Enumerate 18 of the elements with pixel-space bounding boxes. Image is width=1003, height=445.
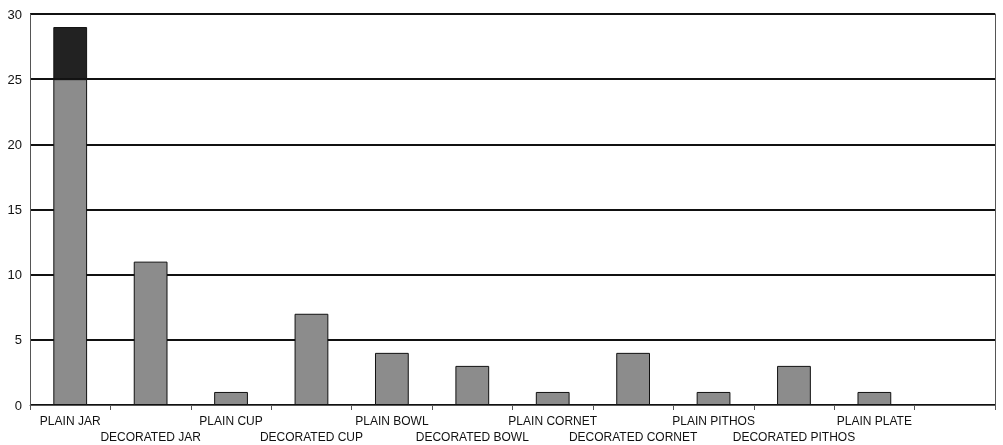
y-tick-label: 10	[7, 267, 22, 283]
y-tick-label: 15	[7, 202, 22, 217]
x-tick-label: DECORATED CORNET	[568, 430, 699, 444]
y-tick-label: 25	[7, 71, 22, 87]
x-tick-label: PLAIN PITHOS	[672, 414, 755, 428]
y-tick-label: 5	[14, 332, 22, 348]
x-tick-label: DECORATED BOWL	[415, 430, 530, 444]
x-tick-label: PLAIN JAR	[39, 414, 101, 428]
x-tick-label: DECORATED CUP	[259, 430, 364, 444]
x-tick-label: PLAIN BOWL	[355, 414, 429, 428]
x-tick-label: DECORATED PITHOS	[732, 430, 856, 444]
y-tick-label: 30	[7, 6, 22, 22]
y-tick-label: 0	[14, 397, 22, 413]
x-tick-label: PLAIN CUP	[199, 414, 263, 428]
x-tick-label: PLAIN CORNET	[508, 414, 598, 428]
y-tick-label: 20	[7, 136, 22, 152]
x-tick-label: DECORATED JAR	[100, 430, 202, 444]
x-tick-label: PLAIN PLATE	[836, 414, 912, 428]
